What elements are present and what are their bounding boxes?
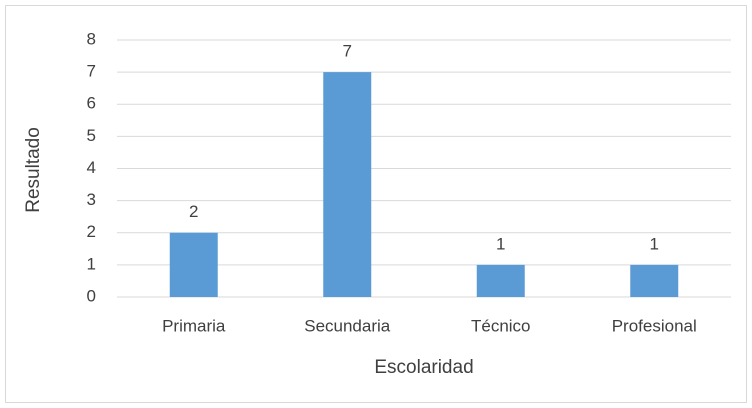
y-tick-label: 7: [87, 62, 96, 81]
y-tick-label: 5: [87, 126, 96, 145]
chart-border: [5, 5, 747, 403]
bar: [169, 232, 218, 297]
x-tick-label: Técnico: [471, 316, 531, 335]
x-tick-label: Secundaria: [304, 316, 391, 335]
data-label: 1: [650, 234, 659, 253]
y-tick-label: 1: [87, 254, 96, 273]
data-label: 2: [189, 202, 198, 221]
x-axis-label: Escolaridad: [374, 357, 473, 378]
bar: [323, 72, 372, 297]
bar: [630, 264, 679, 297]
data-label: 7: [343, 42, 352, 61]
y-tick-label: 8: [87, 29, 96, 48]
bar: [476, 264, 525, 297]
y-tick-label: 2: [87, 222, 96, 241]
y-tick-label: 4: [87, 158, 96, 177]
data-label: 1: [496, 234, 505, 253]
y-tick-label: 3: [87, 190, 96, 209]
x-tick-label: Profesional: [612, 316, 697, 335]
y-axis-label: Resultado: [23, 127, 44, 213]
y-tick-label: 6: [87, 94, 96, 113]
y-tick-label: 0: [87, 286, 96, 305]
x-tick-label: Primaria: [162, 316, 226, 335]
